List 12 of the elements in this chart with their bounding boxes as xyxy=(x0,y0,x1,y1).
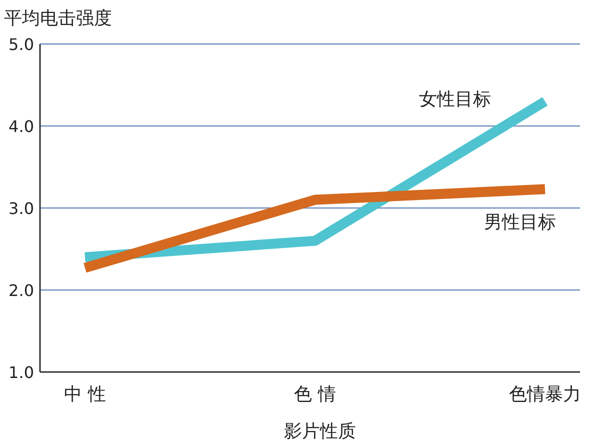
y-axis-title: 平均电击强度 xyxy=(4,8,112,29)
y-tick-label: 3.0 xyxy=(8,199,34,218)
series-label: 男性目标 xyxy=(484,212,556,233)
x-axis-title: 影片性质 xyxy=(284,421,356,442)
x-tick-label: 色 情 xyxy=(294,384,336,405)
y-tick-label: 4.0 xyxy=(8,117,34,136)
y-tick-label: 5.0 xyxy=(8,35,34,54)
x-tick-label: 色情暴力 xyxy=(509,384,581,405)
y-tick-label: 2.0 xyxy=(8,281,34,300)
series-label: 女性目标 xyxy=(419,89,491,110)
x-tick-label: 中 性 xyxy=(64,384,106,405)
y-tick-label: 1.0 xyxy=(8,363,34,382)
